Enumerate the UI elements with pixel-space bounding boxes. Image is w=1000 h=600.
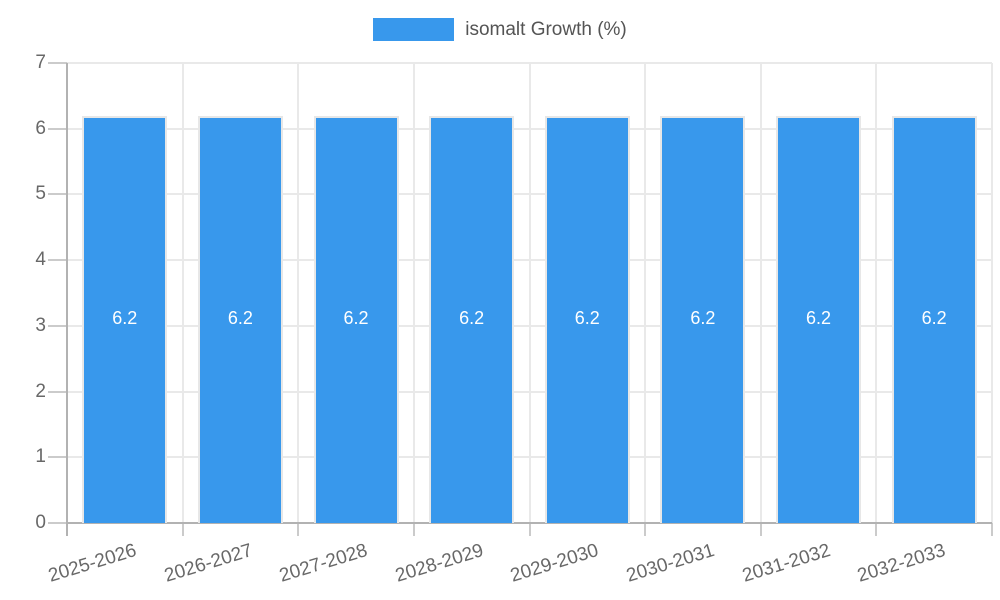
gridline-vertical bbox=[759, 63, 762, 523]
y-axis-tick bbox=[48, 522, 67, 524]
bar[interactable] bbox=[82, 115, 168, 523]
x-axis-category-label: 2031-2032 bbox=[739, 540, 833, 587]
gridline-vertical bbox=[412, 63, 415, 523]
x-axis-category-label: 2030-2031 bbox=[624, 540, 718, 587]
bar[interactable] bbox=[776, 115, 862, 523]
x-axis-tick bbox=[759, 523, 762, 536]
y-axis-tick-label: 0 bbox=[35, 512, 46, 533]
legend-swatch bbox=[373, 18, 455, 41]
y-axis-tick-label: 1 bbox=[35, 446, 46, 468]
bar[interactable] bbox=[197, 115, 283, 523]
y-axis-tick bbox=[48, 456, 67, 459]
x-axis-category-label: 2028-2029 bbox=[392, 540, 486, 587]
y-axis-tick-label: 7 bbox=[35, 52, 46, 73]
y-axis-tick bbox=[48, 127, 67, 130]
y-axis-tick-label: 5 bbox=[35, 183, 46, 205]
legend[interactable]: isomalt Growth (%) bbox=[0, 18, 1000, 41]
y-axis-tick bbox=[48, 324, 67, 327]
y-axis-tick bbox=[48, 62, 67, 64]
y-axis-tick-label: 6 bbox=[35, 117, 46, 139]
bar[interactable] bbox=[429, 115, 515, 523]
gridline-vertical bbox=[875, 63, 878, 523]
gridline-vertical bbox=[528, 63, 531, 523]
bar[interactable] bbox=[313, 115, 399, 523]
x-axis-tick bbox=[412, 523, 415, 536]
x-axis-category-label: 2025-2026 bbox=[45, 540, 139, 587]
y-axis-line bbox=[66, 63, 68, 536]
x-axis-tick bbox=[644, 523, 647, 536]
x-axis-tick bbox=[181, 523, 184, 536]
bar[interactable] bbox=[891, 115, 977, 523]
x-axis-tick bbox=[528, 523, 531, 536]
x-axis-category-label: 2032-2033 bbox=[855, 540, 949, 587]
y-axis-tick bbox=[48, 390, 67, 393]
x-axis-tick bbox=[875, 523, 878, 536]
gridline-vertical bbox=[181, 63, 184, 523]
x-axis-tick bbox=[297, 523, 300, 536]
gridline-vertical bbox=[297, 63, 300, 523]
x-axis-category-label: 2027-2028 bbox=[277, 540, 371, 587]
bar[interactable] bbox=[544, 115, 630, 523]
gridline-vertical bbox=[991, 63, 993, 523]
gridline-vertical bbox=[644, 63, 647, 523]
x-axis-tick bbox=[991, 523, 993, 536]
y-axis-tick bbox=[48, 193, 67, 196]
y-axis-tick-label: 2 bbox=[35, 380, 46, 402]
y-axis-tick-label: 3 bbox=[35, 314, 46, 336]
y-axis-tick bbox=[48, 259, 67, 262]
x-axis-category-label: 2026-2027 bbox=[161, 540, 255, 587]
y-axis-tick-label: 4 bbox=[35, 249, 46, 271]
x-axis-line bbox=[67, 522, 992, 524]
x-axis-category-label: 2029-2030 bbox=[508, 540, 602, 587]
bar[interactable] bbox=[660, 115, 746, 523]
legend-label: isomalt Growth (%) bbox=[465, 18, 627, 40]
